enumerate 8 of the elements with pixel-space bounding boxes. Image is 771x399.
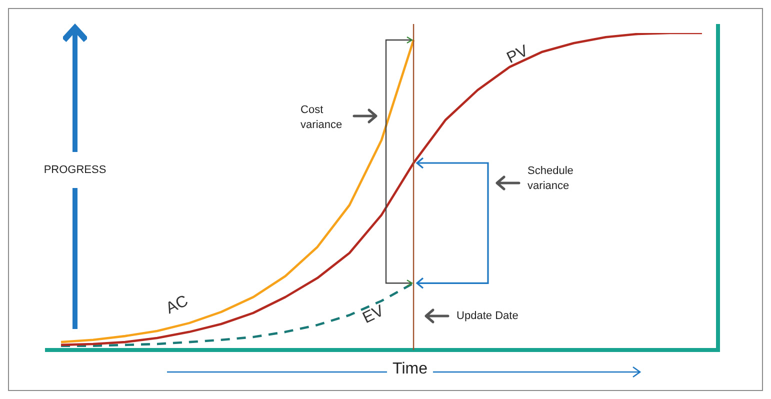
y-axis-title: PROGRESS	[44, 164, 106, 176]
annotation: Update Date	[456, 310, 518, 322]
x-axis-title: Time	[392, 360, 428, 378]
text: EV	[360, 302, 388, 328]
text: PV	[504, 42, 532, 68]
annotation: Cost variance	[300, 104, 342, 132]
text: AC	[163, 292, 191, 318]
annotation: Schedule variance	[528, 165, 574, 192]
